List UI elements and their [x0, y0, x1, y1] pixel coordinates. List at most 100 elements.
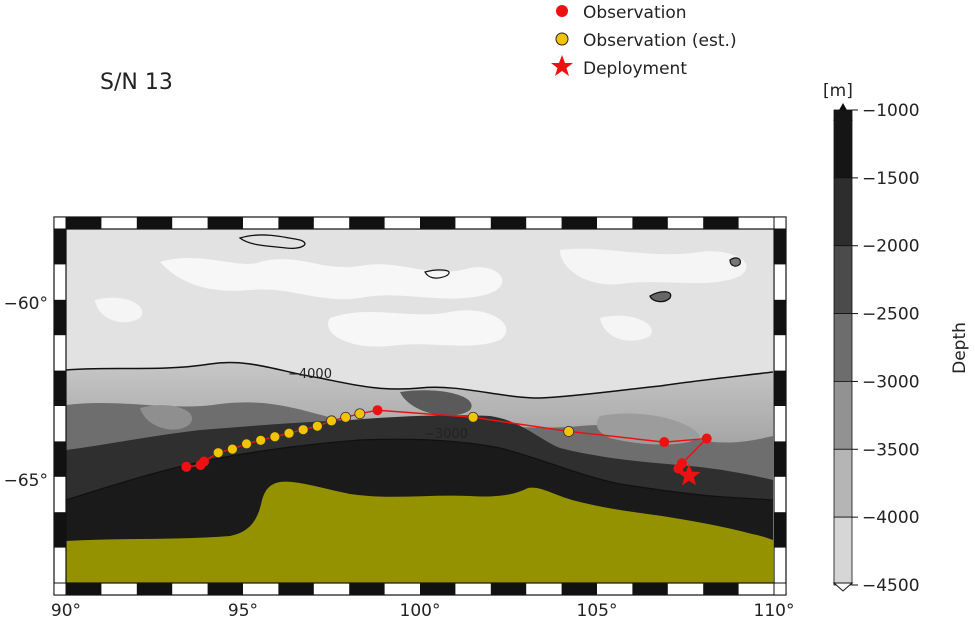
lon-tick-label: 95°	[228, 601, 258, 621]
contour-label-4000: −4000	[288, 367, 332, 382]
float-track	[181, 405, 712, 486]
frame-corner	[773, 216, 787, 230]
estimated-observation-point	[326, 415, 337, 427]
estimated-observation-point	[212, 447, 224, 459]
contour-island	[649, 291, 672, 303]
colorbar-band	[833, 177, 853, 247]
slope-patch	[400, 390, 472, 416]
deep-area	[600, 315, 652, 341]
lat-tick-label: −60°	[4, 294, 48, 314]
contour-island	[424, 269, 450, 279]
legend: Observation Observation (est.) Deploymen…	[551, 3, 737, 79]
frame-segment	[774, 441, 786, 477]
map-frame	[53, 216, 787, 596]
colorbar-tick-label: −1500	[862, 169, 920, 189]
lon-tick-label: 105°	[577, 601, 618, 621]
deep-area	[160, 258, 503, 300]
deep-area	[560, 248, 747, 285]
frame-segment	[349, 217, 385, 229]
frame-segment	[774, 229, 786, 265]
colorbar-tick-label: −4000	[862, 508, 920, 528]
colorbar-band	[833, 448, 853, 518]
frame-segment	[490, 583, 527, 595]
frame-segment	[632, 583, 668, 595]
estimated-observation-point	[340, 411, 352, 423]
track-line	[186, 409, 709, 477]
frame-segment	[703, 217, 739, 229]
land-area	[66, 481, 773, 583]
observation-point	[372, 405, 383, 416]
frame-segment	[632, 217, 668, 229]
frame-segment	[66, 583, 102, 595]
frame-segment	[420, 583, 456, 595]
observation-point	[701, 433, 712, 444]
frame-segment	[561, 583, 597, 595]
observation-point	[659, 437, 670, 448]
frame-segment	[54, 299, 66, 336]
colorbar-band	[833, 516, 853, 586]
frame-segment	[774, 512, 786, 548]
estimated-observation-point	[226, 443, 238, 455]
frame-segment	[66, 217, 102, 229]
contour-4000	[66, 361, 773, 399]
colorbar-band	[833, 109, 853, 179]
estimated-observation-point	[269, 431, 281, 443]
lon-tick-label: 100°	[400, 601, 441, 621]
frame-segment	[561, 217, 597, 229]
frame-segment	[54, 512, 66, 548]
frame-corner	[773, 582, 787, 596]
estimated-observation-point	[311, 420, 323, 432]
contour-island	[238, 234, 306, 250]
estimated-observation-point	[467, 411, 479, 423]
legend-observation-label: Observation	[583, 3, 687, 23]
deep-area	[95, 297, 143, 323]
frame-segment	[490, 217, 527, 229]
estimated-observation-point	[297, 424, 309, 436]
frame-segment	[136, 583, 173, 595]
legend-observation-marker	[556, 5, 568, 17]
frame-segment	[278, 583, 314, 595]
lon-tick-label: 90°	[51, 601, 81, 621]
estimated-observation-point	[563, 426, 575, 437]
colorbar-band	[833, 381, 853, 450]
frame-segment	[774, 370, 786, 406]
deployment-star-marker	[677, 463, 701, 486]
colorbar: [m] −1000−1500−2000−2500−3000−3500−4000−…	[823, 81, 970, 596]
frame-segment	[703, 583, 739, 595]
colorbar-tick-label: −2500	[862, 305, 920, 325]
estimated-observation-point	[283, 427, 295, 439]
lon-tick-label: 110°	[754, 601, 795, 621]
figure-title: S/N 13	[100, 70, 173, 95]
colorbar-bands: −1000 −1500 −2000 −2500 −3000 −3500 −4000 −4500	[832, 101, 920, 596]
frame-segment	[278, 217, 314, 229]
colorbar-band	[833, 313, 853, 382]
colorbar-band	[833, 245, 853, 314]
frame-segment	[207, 583, 243, 595]
lat-axis: −60° −65°	[4, 294, 48, 491]
estimated-observation-point	[241, 438, 252, 450]
lon-axis: 90° 95° 100° 105° 110°	[51, 601, 795, 621]
frame-segment	[349, 583, 385, 595]
frame-segment	[774, 299, 786, 336]
colorbar-unit: [m]	[823, 81, 853, 101]
frame-segment	[54, 229, 66, 265]
frame-segment	[420, 217, 456, 229]
frame-segment	[207, 217, 243, 229]
slope-patch	[140, 405, 192, 430]
legend-deployment-label: Deployment	[583, 59, 687, 79]
observation-point	[673, 463, 684, 474]
colorbar-tick-label: −3500	[862, 440, 920, 460]
frame-corner	[53, 582, 67, 596]
observation-point	[199, 456, 210, 467]
legend-observation-est-label: Observation (est.)	[583, 31, 737, 51]
contour-label-3000: −3000	[424, 427, 468, 442]
colorbar-tick-label: −3000	[862, 372, 920, 392]
frame-segment	[136, 217, 173, 229]
colorbar-label: Depth	[950, 322, 970, 374]
deep-area	[328, 310, 507, 347]
estimated-observation-point	[354, 408, 366, 420]
contour-island	[729, 257, 741, 267]
colorbar-tick-label: −1000	[862, 101, 920, 121]
observation-point	[181, 461, 192, 472]
